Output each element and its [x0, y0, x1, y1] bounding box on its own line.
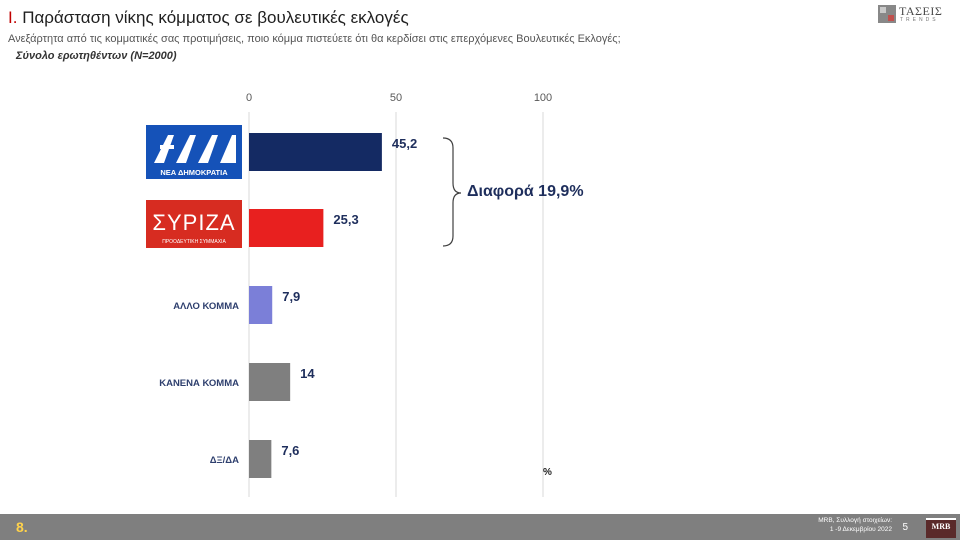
sample-base: Σύνολο ερωτηθέντων (Ν=2000) — [16, 50, 177, 62]
tasis-logo-sub: TRENDS — [900, 17, 939, 23]
question-text: Ανεξάρτητα από τις κομματικές σας προτιμ… — [8, 33, 621, 45]
mrb-logo: MRB — [926, 518, 956, 538]
svg-text:ΠΡΟΟΔΕΥΤΙΚΗ ΣΥΜΜΑΧΙΑ: ΠΡΟΟΔΕΥΤΙΚΗ ΣΥΜΜΑΧΙΑ — [162, 239, 226, 245]
source-note: MRB, Συλλογή στοιχείων: 1 -9 Δεκεμβρίου … — [818, 516, 892, 534]
bar-chart: 0 50 100 45,2 25,3 7,9 ΑΛΛΟ ΚΟΜΜΑ 14 ΚΑΝΕΝΑ ΚΟΜΜ… — [159, 92, 552, 497]
bar — [249, 133, 382, 171]
x-tick-label: 50 — [390, 92, 402, 104]
category-label: ΔΞ/ΔΑ — [210, 455, 239, 466]
bar — [249, 363, 291, 401]
tasis-logo-mark — [878, 5, 896, 23]
bar — [249, 286, 273, 324]
svg-text:ΝΕΑ ΔΗΜΟΚΡΑΤΙΑ: ΝΕΑ ΔΗΜΟΚΡΑΤΙΑ — [160, 168, 228, 177]
source-line-1: MRB, Συλλογή στοιχείων: — [818, 517, 892, 524]
header: Ι. Παράσταση νίκης κόμματος σε βουλευτικ… — [8, 8, 868, 63]
nd-logo: ΝΕΑ ΔΗΜΟΚΡΑΤΙΑ — [146, 125, 242, 179]
x-tick-label: 100 — [534, 92, 552, 104]
bar-value-label: 45,2 — [392, 136, 417, 151]
bar-value-label: 25,3 — [333, 212, 358, 227]
category-label: ΑΛΛΟ ΚΟΜΜΑ — [173, 301, 239, 312]
page-number: 5 — [902, 522, 908, 533]
difference-annotation: Διαφορά 19,9% — [467, 183, 584, 200]
bar-value-label: 14 — [300, 366, 315, 381]
title-text: Παράσταση νίκης κόμματος σε βουλευτικές … — [22, 8, 409, 27]
category-label: ΚΑΝΕΝΑ ΚΟΜΜΑ — [159, 378, 239, 389]
percent-unit: % — [543, 467, 552, 478]
page-title: Ι. Παράσταση νίκης κόμματος σε βουλευτικ… — [8, 8, 868, 28]
bar-value-label: 7,6 — [281, 443, 299, 458]
bar — [249, 440, 272, 478]
difference-bracket — [442, 137, 462, 247]
section-number: 8. — [16, 519, 28, 535]
source-line-2: 1 -9 Δεκεμβρίου 2022 — [829, 526, 892, 533]
tasis-logo: ΤΑΣΕΙΣ TRENDS — [878, 4, 950, 26]
svg-text:ΣΥΡΙΖΑ: ΣΥΡΙΖΑ — [152, 210, 235, 235]
bar — [249, 209, 324, 247]
syriza-logo: ΣΥΡΙΖΑ ΠΡΟΟΔΕΥΤΙΚΗ ΣΥΜΜΑΧΙΑ — [146, 200, 242, 248]
tasis-logo-name: ΤΑΣΕΙΣ — [899, 4, 943, 18]
nd-logo-graphic: ΝΕΑ ΔΗΜΟΚΡΑΤΙΑ — [154, 135, 236, 177]
bar-value-label: 7,9 — [282, 289, 300, 304]
x-tick-label: 0 — [246, 92, 252, 104]
mrb-logo-text: MRB — [931, 522, 951, 531]
syriza-logo-graphic: ΣΥΡΙΖΑ ΠΡΟΟΔΕΥΤΙΚΗ ΣΥΜΜΑΧΙΑ — [152, 210, 235, 245]
footer-bar: 8. MRB, Συλλογή στοιχείων: 1 -9 Δεκεμβρί… — [0, 514, 960, 540]
title-number: Ι. — [8, 8, 18, 27]
